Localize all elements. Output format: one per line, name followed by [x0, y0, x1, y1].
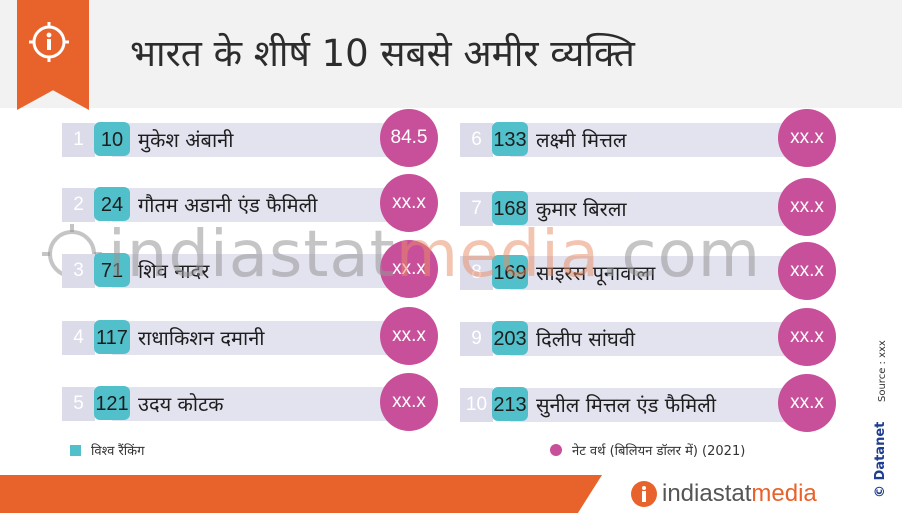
net-worth-circle: xx.x [380, 240, 438, 298]
net-worth-circle: xx.x [778, 308, 836, 366]
person-name: सुनील मित्तल एंड फैमिली [536, 393, 717, 417]
watermark-text: indiastat [108, 218, 396, 292]
person-name: उदय कोटक [138, 392, 224, 416]
net-worth-circle: xx.x [778, 109, 836, 167]
row-band [112, 188, 412, 222]
row-band [510, 256, 810, 290]
serial-number: 5 [62, 387, 95, 421]
row-band [112, 387, 412, 421]
side-credits: Source : xxx © Datanet [871, 340, 891, 500]
list-item: 7 168 कुमार बिरला xx.x [460, 178, 840, 236]
legend-net-worth: नेट वर्थ (बिलियन डॉलर में) (2021) [550, 441, 745, 459]
row-band [510, 322, 810, 356]
list-item: 4 117 राधाकिशन दमानी xx.x [62, 307, 442, 365]
list-item: 5 121 उदय कोटक xx.x [62, 373, 442, 431]
footer-bar [0, 475, 602, 513]
header-band [0, 0, 902, 108]
list-item: 2 24 गौतम अडानी एंड फैमिली xx.x [62, 174, 442, 232]
row-band [510, 123, 810, 157]
world-rank-badge: 117 [94, 320, 130, 354]
person-name: कुमार बिरला [536, 197, 627, 221]
row-band [112, 254, 412, 288]
row-band [510, 388, 810, 422]
net-worth-circle: xx.x [778, 178, 836, 236]
watermark-text-media: media [395, 218, 601, 292]
person-name: गौतम अडानी एंड फैमिली [138, 193, 318, 217]
world-rank-badge: 71 [94, 253, 130, 287]
legend-label: विश्व रैंकिंग [91, 444, 145, 459]
watermark: indiastatmedia.com [108, 218, 761, 292]
list-item: 9 203 दिलीप सांघवी xx.x [460, 308, 840, 366]
legend-world-rank: विश्व रैंकिंग [70, 441, 144, 459]
net-worth-circle: xx.x [380, 307, 438, 365]
serial-number: 6 [460, 123, 493, 157]
person-name: मुकेश अंबानी [138, 128, 234, 152]
net-worth-circle: xx.x [778, 374, 836, 432]
page-title: भारत के शीर्ष 10 सबसे अमीर व्यक्ति [130, 32, 635, 75]
list-item: 6 133 लक्ष्मी मित्तल xx.x [460, 109, 840, 167]
net-worth-circle: xx.x [778, 242, 836, 300]
brand-text: indiastatmedia [662, 478, 817, 510]
legend-swatch [70, 445, 81, 456]
person-name: लक्ष्मी मित्तल [536, 128, 627, 152]
person-name: राधाकिशन दमानी [138, 326, 265, 350]
list-item: 10 213 सुनील मित्तल एंड फैमिली xx.x [460, 374, 840, 432]
serial-number: 3 [62, 254, 95, 288]
world-rank-badge: 169 [492, 255, 528, 289]
person-name: शिव नादर [138, 259, 210, 283]
info-icon [29, 22, 69, 62]
world-rank-badge: 121 [94, 386, 130, 420]
legend-label: नेट वर्थ (बिलियन डॉलर में) (2021) [572, 444, 746, 459]
world-rank-badge: 10 [94, 122, 130, 156]
brand-text-part: indiastat [662, 480, 752, 507]
datanet-credit: © Datanet [873, 421, 888, 498]
row-band [112, 321, 412, 355]
world-rank-badge: 133 [492, 122, 528, 156]
row-band [112, 123, 412, 157]
serial-number: 9 [460, 322, 493, 356]
serial-number: 10 [460, 388, 493, 422]
serial-number: 1 [62, 123, 95, 157]
net-worth-circle: 84.5 [380, 109, 438, 167]
person-name: दिलीप सांघवी [536, 327, 636, 351]
net-worth-circle: xx.x [380, 174, 438, 232]
footer [0, 475, 902, 513]
list-item: 3 71 शिव नादर xx.x [62, 240, 442, 298]
info-icon [631, 481, 657, 507]
net-worth-circle: xx.x [380, 373, 438, 431]
serial-number: 4 [62, 321, 95, 355]
list-item: 8 169 साइरस पूनावाला xx.x [460, 242, 840, 300]
source-note: Source : xxx [877, 340, 888, 402]
world-rank-badge: 168 [492, 191, 528, 225]
watermark-text-domain: .com [600, 218, 762, 292]
serial-number: 2 [62, 188, 95, 222]
person-name: साइरस पूनावाला [536, 261, 656, 285]
serial-number: 7 [460, 192, 493, 226]
serial-number: 8 [460, 256, 493, 290]
legend-swatch [550, 444, 562, 456]
world-rank-badge: 213 [492, 387, 528, 421]
world-rank-badge: 203 [492, 321, 528, 355]
list-item: 1 10 मुकेश अंबानी 84.5 [62, 109, 442, 167]
brand-text-media: media [751, 480, 817, 507]
row-band [510, 192, 810, 226]
world-rank-badge: 24 [94, 187, 130, 221]
